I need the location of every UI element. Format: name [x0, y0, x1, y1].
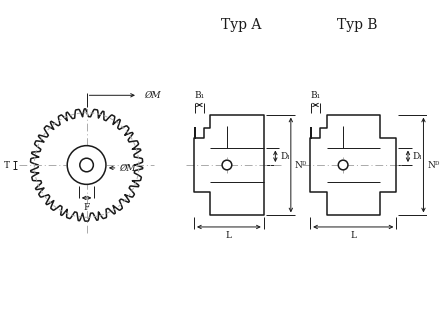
- Text: L: L: [350, 231, 356, 240]
- Circle shape: [80, 158, 93, 172]
- Text: L: L: [226, 231, 232, 240]
- Text: Dₗ: Dₗ: [413, 152, 422, 161]
- Text: T: T: [4, 160, 10, 170]
- Polygon shape: [30, 109, 143, 221]
- Circle shape: [67, 146, 106, 184]
- Text: Typ A: Typ A: [221, 17, 262, 32]
- Text: ØM: ØM: [120, 163, 136, 172]
- Polygon shape: [310, 115, 396, 215]
- Text: ØM: ØM: [145, 91, 161, 100]
- Text: Nᴰ: Nᴰ: [427, 160, 440, 170]
- Text: B₁: B₁: [194, 91, 205, 100]
- Polygon shape: [194, 115, 264, 215]
- Text: Typ B: Typ B: [337, 17, 378, 32]
- Text: Dₗ: Dₗ: [280, 152, 290, 161]
- Text: F: F: [84, 203, 90, 212]
- Text: B₁: B₁: [311, 91, 321, 100]
- Circle shape: [222, 160, 232, 170]
- Text: Nᴰ: Nᴰ: [295, 160, 307, 170]
- Circle shape: [338, 160, 348, 170]
